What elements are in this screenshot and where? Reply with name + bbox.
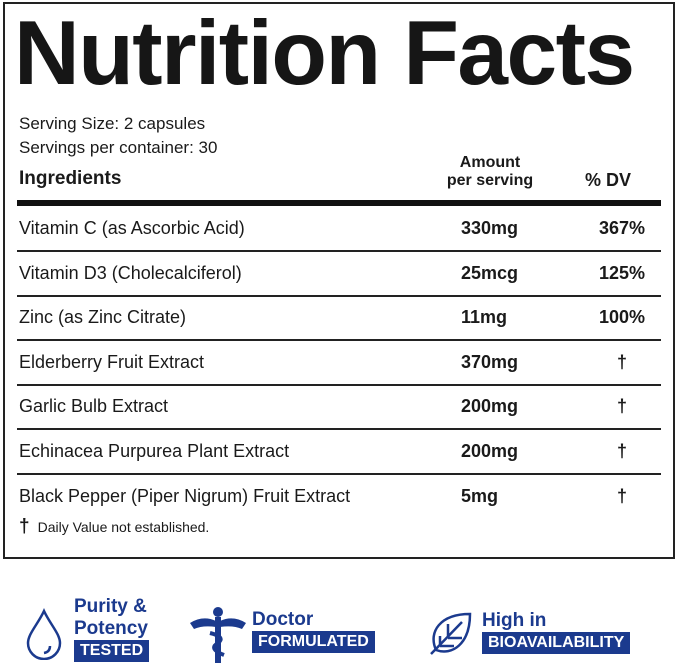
ingredient-name: Vitamin C (as Ascorbic Acid) xyxy=(19,218,245,238)
ingredient-row: Elderberry Fruit Extract 370mg † xyxy=(17,340,661,386)
panel-title: Nutrition Facts xyxy=(14,3,635,104)
ingredient-dv: † xyxy=(616,351,627,372)
ingredient-dv: † xyxy=(616,485,627,506)
amount-header-line2: per serving xyxy=(446,172,534,189)
ingredient-name: Zinc (as Zinc Citrate) xyxy=(19,307,187,328)
thick-divider xyxy=(17,200,661,206)
ingredient-amount: 200mg xyxy=(461,396,519,417)
dagger-symbol: † xyxy=(19,516,30,537)
footnote-text: Daily Value not established. xyxy=(37,519,210,535)
ingredients-header: Ingredients xyxy=(19,168,122,189)
nutrition-facts-panel xyxy=(3,2,675,559)
badge-boxed-label: TESTED xyxy=(74,640,150,662)
badge-boxed-label: BIOAVAILABILITY xyxy=(482,632,631,654)
ingredient-amount: 370mg xyxy=(461,351,519,372)
ingredient-row: Echinacea Purpurea Plant Extract 200mg † xyxy=(17,429,661,475)
leaf-icon xyxy=(430,612,472,655)
badge-boxed-label: FORMULATED xyxy=(252,631,375,653)
amount-header-line1: Amount xyxy=(459,154,521,171)
badge-line2: Potency xyxy=(74,618,148,639)
badge-line1: High in xyxy=(482,610,547,631)
ingredient-dv: 100% xyxy=(598,307,646,328)
ingredient-row: Zinc (as Zinc Citrate) 11mg 100% xyxy=(17,295,661,342)
ingredient-row: Vitamin D3 (Cholecalciferol) 25mcg 125% xyxy=(17,251,661,297)
ingredient-amount: 25mcg xyxy=(461,262,519,283)
ingredient-name: Black Pepper (Piper Nigrum) Fruit Extrac… xyxy=(19,485,351,506)
ingredient-row: Vitamin C (as Ascorbic Acid) 330mg 367% xyxy=(17,206,661,252)
ingredient-amount: 200mg xyxy=(461,441,519,461)
ingredient-row: Garlic Bulb Extract 200mg † xyxy=(17,384,661,431)
serving-size: Serving Size: 2 capsules xyxy=(19,114,206,133)
ingredient-name: Elderberry Fruit Extract xyxy=(19,351,205,372)
ingredient-amount: 330mg xyxy=(461,218,519,238)
ingredient-dv: 367% xyxy=(598,218,646,238)
ingredient-amount: 5mg xyxy=(461,485,499,506)
ingredient-dv: 125% xyxy=(598,262,646,283)
caduceus-icon xyxy=(190,607,246,663)
ingredient-dv: † xyxy=(616,441,627,461)
amount-header: Amount per serving xyxy=(436,154,544,190)
ingredient-dv: † xyxy=(616,396,627,417)
ingredient-name: Vitamin D3 (Cholecalciferol) xyxy=(19,262,242,283)
servings-per-container: Servings per container: 30 xyxy=(19,138,218,157)
droplet-icon xyxy=(26,608,62,660)
ingredient-name: Echinacea Purpurea Plant Extract xyxy=(19,441,290,461)
badge-line1: Purity & xyxy=(74,596,147,617)
footnote: † Daily Value not established. xyxy=(19,516,209,538)
ingredient-row: Black Pepper (Piper Nigrum) Fruit Extrac… xyxy=(17,474,661,518)
ingredient-amount: 11mg xyxy=(461,307,508,328)
ingredient-name: Garlic Bulb Extract xyxy=(19,396,169,417)
badge-line1: Doctor xyxy=(252,609,314,630)
dv-header: % DV xyxy=(585,170,632,190)
